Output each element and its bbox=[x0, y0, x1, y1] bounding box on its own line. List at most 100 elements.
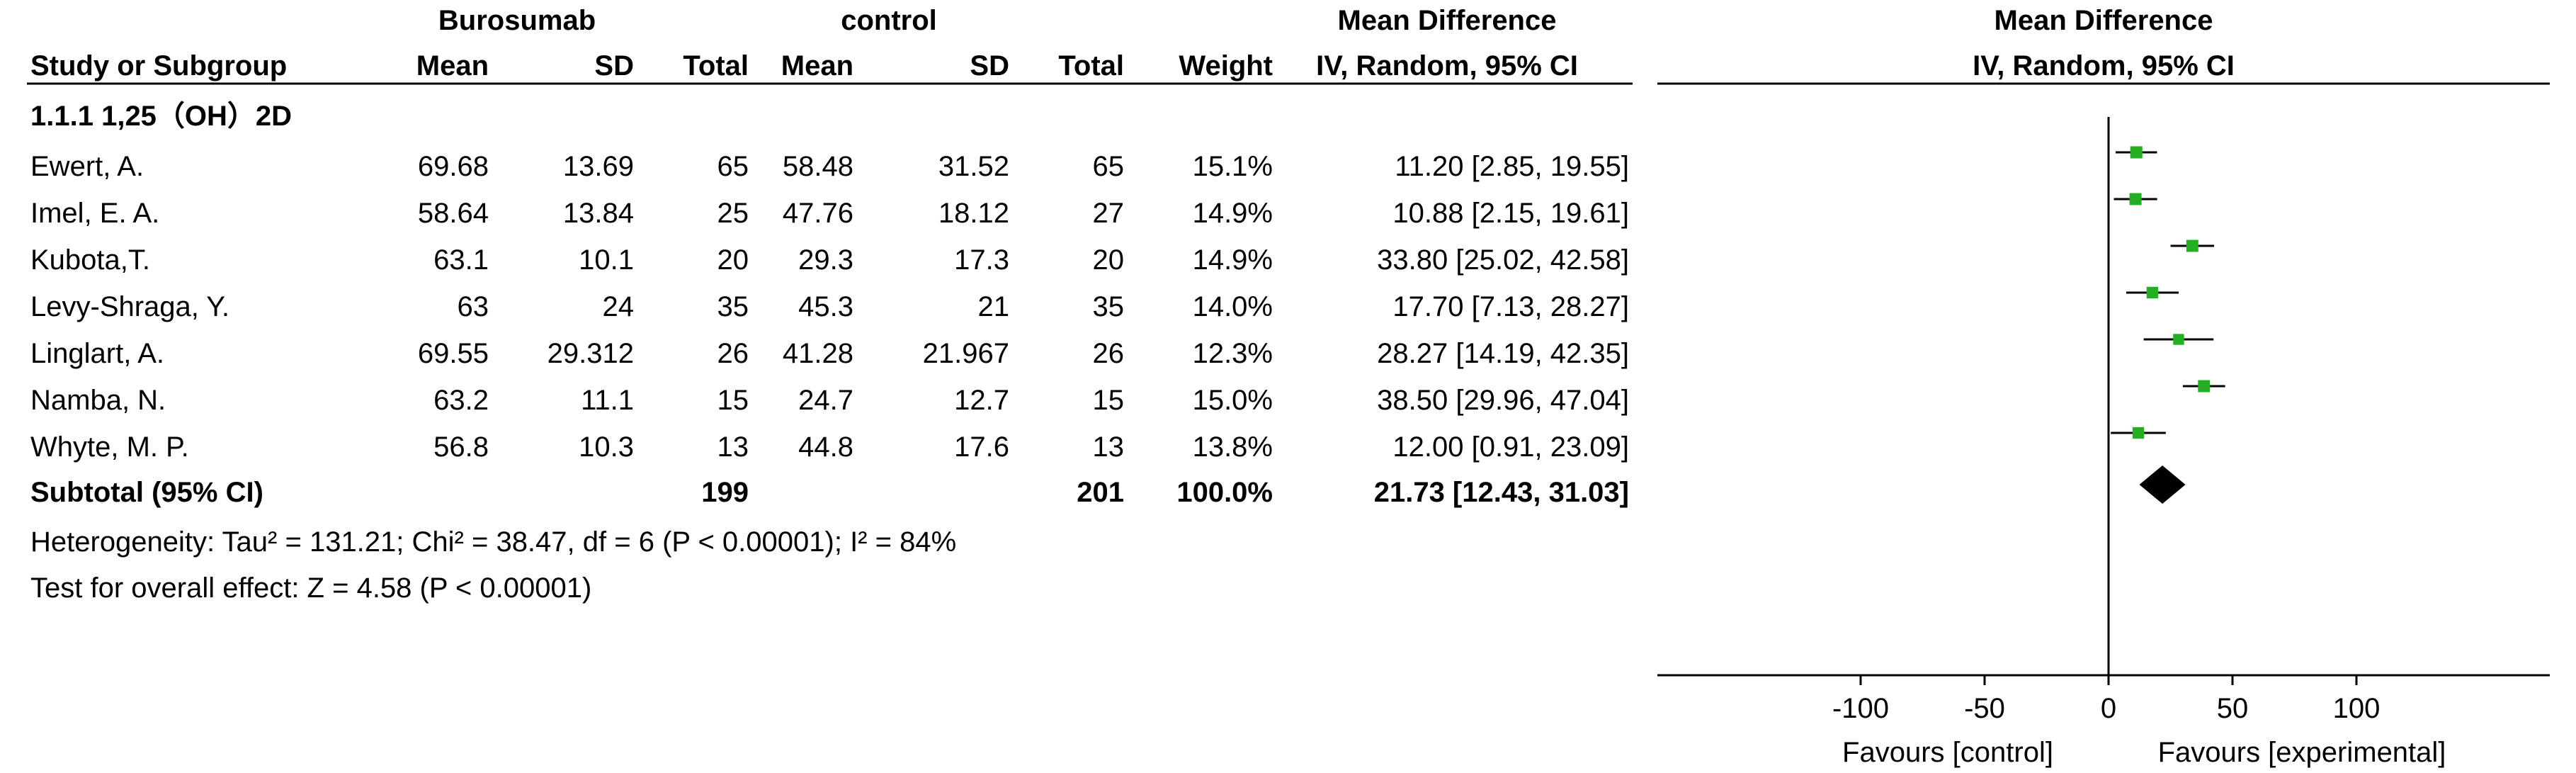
col-ctl-total: Total bbox=[1058, 50, 1124, 81]
ctl-total: 26 bbox=[1093, 338, 1125, 369]
overall-effect-text: Test for overall effect: Z = 4.58 (P < 0… bbox=[30, 572, 591, 604]
study-row: Linglart, A. 69.55 29.312 26 41.28 21.96… bbox=[30, 338, 1629, 369]
ctl-total: 13 bbox=[1093, 431, 1125, 463]
ctl-sd: 17.6 bbox=[954, 431, 1009, 463]
ctl-total: 35 bbox=[1093, 291, 1125, 322]
ctl-mean: 58.48 bbox=[783, 151, 853, 182]
study-row: Namba, N. 63.2 11.1 15 24.7 12.7 15 15.0… bbox=[30, 385, 1629, 416]
study-point-square bbox=[2198, 380, 2211, 393]
weight: 13.8% bbox=[1193, 431, 1273, 463]
exp-mean: 56.8 bbox=[433, 431, 489, 463]
exp-total: 26 bbox=[717, 338, 749, 369]
study-row: Imel, E. A. 58.64 13.84 25 47.76 18.12 2… bbox=[30, 198, 1629, 229]
col-ctl-sd: SD bbox=[970, 50, 1009, 81]
exp-sd: 11.1 bbox=[581, 385, 634, 416]
ci-text: 12.00 [0.91, 23.09] bbox=[1392, 431, 1629, 463]
exp-total: 20 bbox=[717, 244, 749, 276]
x-tick-label: 0 bbox=[2101, 693, 2116, 724]
exp-total: 35 bbox=[717, 291, 749, 322]
study-name: Imel, E. A. bbox=[30, 198, 159, 229]
ctl-mean: 44.8 bbox=[798, 431, 853, 463]
exp-sd: 13.69 bbox=[563, 151, 634, 182]
exp-total: 13 bbox=[717, 431, 749, 463]
exp-sd: 10.1 bbox=[579, 244, 634, 276]
x-tick-label: 100 bbox=[2333, 693, 2381, 724]
exp-sd: 24 bbox=[603, 291, 635, 322]
summary-mark bbox=[2139, 466, 2186, 504]
ctl-mean: 24.7 bbox=[798, 385, 853, 416]
ctl-sd: 21 bbox=[978, 291, 1010, 322]
ctl-sd: 21.967 bbox=[923, 338, 1009, 369]
ci-text: 38.50 [29.96, 47.04] bbox=[1377, 385, 1629, 416]
x-tick-label: 50 bbox=[2217, 693, 2249, 724]
favours-experimental-label: Favours [experimental] bbox=[2158, 737, 2446, 768]
exp-mean: 58.64 bbox=[418, 198, 489, 229]
exp-sd: 10.3 bbox=[579, 431, 634, 463]
plot-subheader: IV, Random, 95% CI bbox=[1973, 50, 2235, 81]
study-marks bbox=[2111, 146, 2225, 439]
exp-total: 65 bbox=[717, 151, 749, 182]
ctl-sd: 12.7 bbox=[954, 385, 1009, 416]
exp-sd: 13.84 bbox=[563, 198, 634, 229]
exp-mean: 63 bbox=[458, 291, 489, 322]
experimental-group-header: Burosumab bbox=[438, 5, 596, 36]
subtotal-exp-total: 199 bbox=[701, 477, 749, 508]
subtotal-ci: 21.73 [12.43, 31.03] bbox=[1374, 477, 1629, 508]
ctl-sd: 31.52 bbox=[938, 151, 1009, 182]
exp-mean: 69.68 bbox=[418, 151, 489, 182]
ctl-sd: 17.3 bbox=[954, 244, 1009, 276]
x-axis-ticks: -100 -50 0 50 100 bbox=[1832, 675, 2380, 724]
study-point-square bbox=[2132, 427, 2145, 439]
weight: 14.0% bbox=[1193, 291, 1273, 322]
ctl-mean: 45.3 bbox=[798, 291, 853, 322]
study-name: Levy-Shraga, Y. bbox=[30, 291, 229, 322]
study-point-square bbox=[2186, 239, 2198, 252]
control-group-header: control bbox=[841, 5, 937, 36]
col-study: Study or Subgroup bbox=[30, 50, 287, 81]
weight: 14.9% bbox=[1193, 198, 1273, 229]
study-point-square bbox=[2173, 334, 2184, 345]
subtotal-weight: 100.0% bbox=[1176, 477, 1273, 508]
weight: 12.3% bbox=[1193, 338, 1273, 369]
summary-diamond bbox=[2139, 466, 2186, 504]
exp-mean: 63.2 bbox=[433, 385, 489, 416]
subgroup-title: 1.1.1 1,25（OH）2D bbox=[30, 101, 292, 132]
study-row: Levy-Shraga, Y. 63 24 35 45.3 21 35 14.0… bbox=[30, 291, 1629, 322]
weight: 15.1% bbox=[1193, 151, 1273, 182]
col-weight: Weight bbox=[1179, 50, 1273, 81]
col-exp-sd: SD bbox=[594, 50, 634, 81]
ctl-total: 27 bbox=[1093, 198, 1125, 229]
ctl-sd: 18.12 bbox=[938, 198, 1009, 229]
study-name: Linglart, A. bbox=[30, 338, 164, 369]
study-row: Kubota,T. 63.1 10.1 20 29.3 17.3 20 14.9… bbox=[30, 244, 1629, 276]
exp-mean: 69.55 bbox=[418, 338, 489, 369]
study-name: Whyte, M. P. bbox=[30, 431, 189, 463]
subtotal-label: Subtotal (95% CI) bbox=[30, 477, 263, 508]
study-row: Ewert, A. 69.68 13.69 65 58.48 31.52 65 … bbox=[30, 151, 1629, 182]
weight: 15.0% bbox=[1193, 385, 1273, 416]
subtotal-row: Subtotal (95% CI) 199 201 100.0% 21.73 [… bbox=[30, 477, 1629, 508]
study-point-square bbox=[2130, 146, 2143, 159]
subtotal-ctl-total: 201 bbox=[1077, 477, 1124, 508]
x-tick-label: -100 bbox=[1832, 693, 1889, 724]
heterogeneity-text: Heterogeneity: Tau² = 131.21; Chi² = 38.… bbox=[30, 526, 956, 558]
plot-header: Mean Difference bbox=[1995, 5, 2213, 36]
study-point-square bbox=[2129, 193, 2142, 205]
study-name: Ewert, A. bbox=[30, 151, 144, 182]
exp-mean: 63.1 bbox=[433, 244, 489, 276]
weight: 14.9% bbox=[1193, 244, 1273, 276]
col-ci: IV, Random, 95% CI bbox=[1316, 50, 1578, 81]
ctl-total: 20 bbox=[1093, 244, 1125, 276]
ci-text: 10.88 [2.15, 19.61] bbox=[1392, 198, 1629, 229]
ctl-total: 15 bbox=[1093, 385, 1125, 416]
ci-text: 33.80 [25.02, 42.58] bbox=[1377, 244, 1629, 276]
study-row: Whyte, M. P. 56.8 10.3 13 44.8 17.6 13 1… bbox=[30, 431, 1629, 463]
exp-total: 25 bbox=[717, 198, 749, 229]
favours-control-label: Favours [control] bbox=[1842, 737, 2053, 768]
x-tick-label: -50 bbox=[1964, 693, 2005, 724]
col-exp-mean: Mean bbox=[416, 50, 489, 81]
ci-text: 17.70 [7.13, 28.27] bbox=[1392, 291, 1629, 322]
ctl-mean: 29.3 bbox=[798, 244, 853, 276]
